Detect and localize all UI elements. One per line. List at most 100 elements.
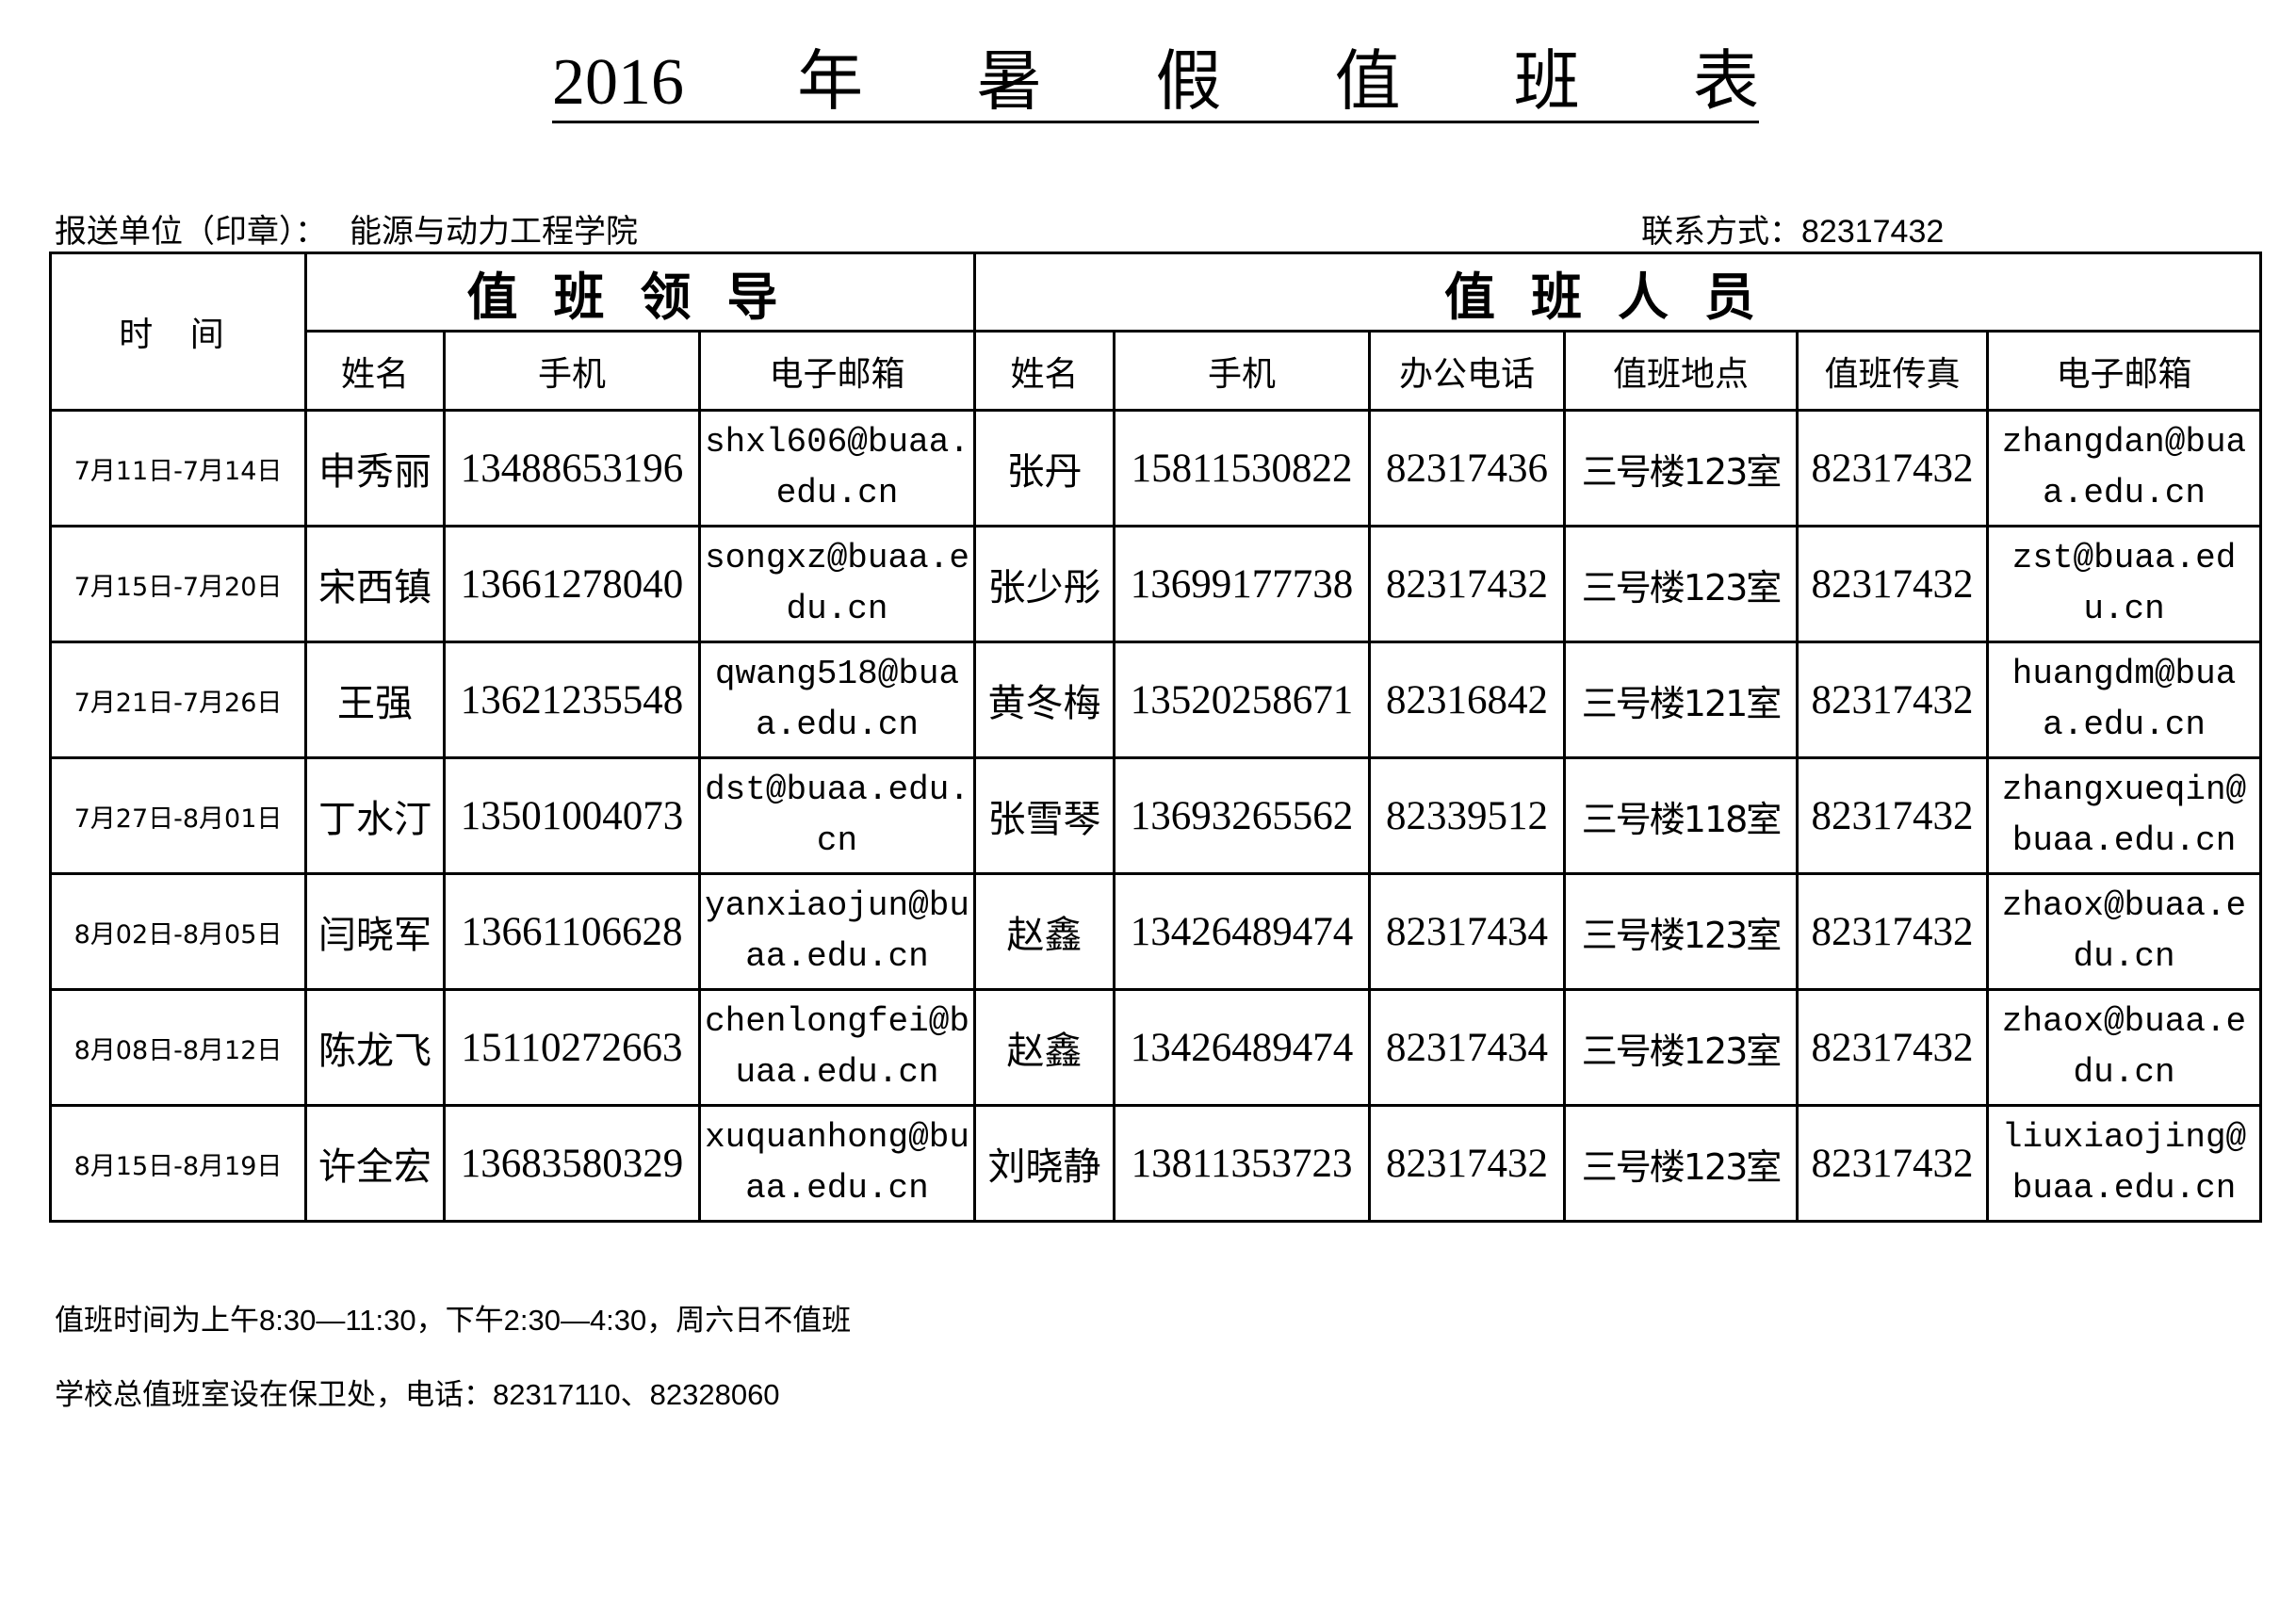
table-row: 7月27日-8月01日 丁水汀 13501004073 dst@buaa.edu.cn…	[49, 756, 2263, 875]
date-cell: 7月11日-7月14日	[49, 409, 307, 527]
column-header: 姓名	[973, 330, 1116, 412]
staff-name-cell: 赵鑫	[973, 872, 1116, 991]
location-cell: 三号楼123室	[1563, 409, 1799, 527]
staff-email-cell: zst@buaa.edu.cn	[1986, 525, 2263, 643]
contact-info: 联系方式：82317432	[1641, 205, 1944, 252]
leader-name-cell: 闫晓军	[304, 872, 446, 991]
staff-name-cell: 张丹	[973, 409, 1116, 527]
staff-email-cell: huangdm@buaa.edu.cn	[1986, 641, 2263, 759]
leader-email-cell: chenlongfei@buaa.edu.cn	[697, 988, 977, 1107]
staff-name-cell: 张雪琴	[973, 756, 1116, 875]
leader-name-cell: 申秀丽	[304, 409, 446, 527]
leader-mobile-cell: 13501004073	[443, 756, 701, 875]
page-title: 2016 年 暑 假 值 班 表	[552, 45, 1759, 123]
leader-name-cell: 宋西镇	[304, 525, 446, 643]
table-row: 7月15日-7月20日 宋西镇 13661278040 songxz@buaa.edu…	[49, 525, 2263, 643]
school-duty-office-note: 学校总值班室设在保卫处，电话：82317110、82328060	[55, 1378, 780, 1411]
fax-cell: 82317432	[1796, 409, 1990, 527]
office-phone-cell: 82317436	[1368, 409, 1567, 527]
fax-cell: 82317432	[1796, 525, 1990, 643]
staff-name-cell: 黄冬梅	[973, 641, 1116, 759]
title-char: 值	[1334, 46, 1401, 119]
staff-email-cell: zhaox@buaa.edu.cn	[1986, 988, 2263, 1107]
leader-mobile-cell: 13488653196	[443, 409, 701, 527]
staff-mobile-cell: 13811353723	[1113, 1104, 1372, 1223]
reporting-unit: 报送单位（印章）： 能源与动力工程学院	[55, 205, 638, 252]
fax-cell: 82317432	[1796, 1104, 1990, 1223]
date-cell: 7月21日-7月26日	[49, 641, 307, 759]
leader-name-cell: 陈龙飞	[304, 988, 446, 1107]
staff-mobile-cell: 13693265562	[1113, 756, 1372, 875]
leader-mobile-cell: 13661278040	[443, 525, 701, 643]
staff-mobile-cell: 13520258671	[1113, 641, 1372, 759]
staff-name-cell: 赵鑫	[973, 988, 1116, 1107]
column-header: 电子邮箱	[1986, 330, 2263, 412]
date-cell: 7月15日-7月20日	[49, 525, 307, 643]
table-row: 7月21日-7月26日 王强 13621235548 qwang518@buaa.ed…	[49, 641, 2263, 759]
leader-mobile-cell: 15110272663	[443, 988, 701, 1107]
staff-email-cell: liuxiaojing@buaa.edu.cn	[1986, 1104, 2263, 1223]
table-row: 8月02日-8月05日 闫晓军 13661106628 yanxiaojun@buaa…	[49, 872, 2263, 991]
title-year: 2016	[552, 46, 684, 119]
column-header: 手机	[443, 330, 701, 412]
staff-email-cell: zhangdan@buaa.edu.cn	[1986, 409, 2263, 527]
column-header: 值班传真	[1796, 330, 1990, 412]
column-header: 值班地点	[1563, 330, 1799, 412]
staff-group-header: 值班人员	[973, 252, 2263, 333]
duty-hours-note: 值班时间为上午8:30—11:30，下午2:30—4:30，周六日不值班	[55, 1304, 852, 1337]
table-row: 8月15日-8月19日 许全宏 13683580329 xuquanhong@buaa…	[49, 1104, 2263, 1223]
contact-value: 82317432	[1801, 214, 1945, 250]
office-phone-cell: 82317432	[1368, 525, 1567, 643]
title-char: 假	[1155, 46, 1222, 119]
staff-mobile-cell: 13426489474	[1113, 872, 1372, 991]
fax-cell: 82317432	[1796, 756, 1990, 875]
location-cell: 三号楼118室	[1563, 756, 1799, 875]
location-cell: 三号楼121室	[1563, 641, 1799, 759]
location-cell: 三号楼123室	[1563, 872, 1799, 991]
leader-name-cell: 王强	[304, 641, 446, 759]
office-phone-cell: 82316842	[1368, 641, 1567, 759]
location-cell: 三号楼123室	[1563, 525, 1799, 643]
staff-email-cell: zhangxueqin@buaa.edu.cn	[1986, 756, 2263, 875]
office-phone-cell: 82339512	[1368, 756, 1567, 875]
table-row: 7月11日-7月14日 申秀丽 13488653196 shxl606@buaa.ed…	[49, 409, 2263, 527]
duty-schedule-table: 时 间 值班领导 值班人员 姓名 手机 电子邮箱 姓名 手机 办公电话 值班地点…	[49, 252, 2263, 1223]
leader-name-cell: 丁水汀	[304, 756, 446, 875]
fax-cell: 82317432	[1796, 988, 1990, 1107]
location-cell: 三号楼123室	[1563, 988, 1799, 1107]
date-cell: 8月02日-8月05日	[49, 872, 307, 991]
leader-email-cell: songxz@buaa.edu.cn	[697, 525, 977, 643]
office-phone-cell: 82317434	[1368, 872, 1567, 991]
staff-mobile-cell: 15811530822	[1113, 409, 1372, 527]
leader-email-cell: yanxiaojun@buaa.edu.cn	[697, 872, 977, 991]
column-header: 手机	[1113, 330, 1372, 412]
staff-name-cell: 刘晓静	[973, 1104, 1116, 1223]
leader-name-cell: 许全宏	[304, 1104, 446, 1223]
staff-name-cell: 张少彤	[973, 525, 1116, 643]
leader-email-cell: dst@buaa.edu.cn	[697, 756, 977, 875]
reporting-unit-value: 能源与动力工程学院	[350, 214, 638, 250]
leader-email-cell: qwang518@buaa.edu.cn	[697, 641, 977, 759]
title-char: 年	[797, 46, 864, 119]
title-char: 暑	[976, 46, 1043, 119]
staff-email-cell: zhaox@buaa.edu.cn	[1986, 872, 2263, 991]
date-cell: 8月15日-8月19日	[49, 1104, 307, 1223]
location-cell: 三号楼123室	[1563, 1104, 1799, 1223]
time-header: 时 间	[49, 252, 307, 412]
date-cell: 7月27日-8月01日	[49, 756, 307, 875]
title-char: 班	[1513, 46, 1580, 119]
leader-mobile-cell: 13621235548	[443, 641, 701, 759]
leader-email-cell: shxl606@buaa.edu.cn	[697, 409, 977, 527]
fax-cell: 82317432	[1796, 872, 1990, 991]
date-cell: 8月08日-8月12日	[49, 988, 307, 1107]
column-header: 姓名	[304, 330, 446, 412]
title-char: 表	[1692, 46, 1759, 119]
office-phone-cell: 82317434	[1368, 988, 1567, 1107]
leader-mobile-cell: 13683580329	[443, 1104, 701, 1223]
office-phone-cell: 82317432	[1368, 1104, 1567, 1223]
column-header: 办公电话	[1368, 330, 1567, 412]
leader-mobile-cell: 13661106628	[443, 872, 701, 991]
leader-group-header: 值班领导	[303, 252, 977, 333]
leader-email-cell: xuquanhong@buaa.edu.cn	[697, 1104, 977, 1223]
fax-cell: 82317432	[1796, 641, 1990, 759]
